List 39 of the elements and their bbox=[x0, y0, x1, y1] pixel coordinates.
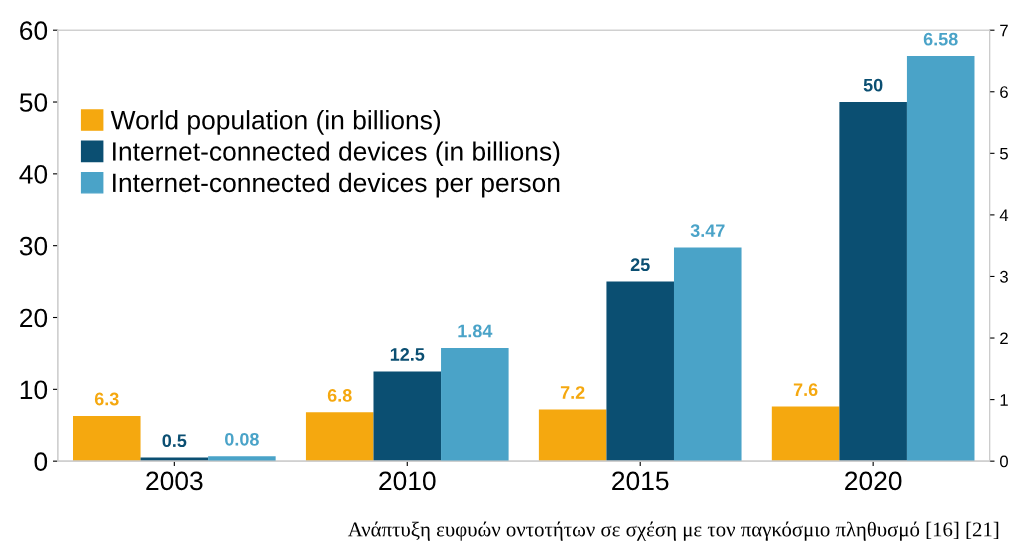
legend-label: World population (in billions) bbox=[110, 110, 441, 135]
y2-tick-label: 0 bbox=[1000, 455, 1008, 468]
data-label: 6.58 bbox=[923, 32, 958, 46]
y-tick-label: 30 bbox=[19, 236, 48, 256]
y-tick-label: 60 bbox=[20, 21, 48, 41]
x-tick-label: 2015 bbox=[612, 471, 669, 491]
data-label: 6.8 bbox=[327, 389, 352, 402]
bar bbox=[305, 412, 374, 462]
data-label: 6.3 bbox=[94, 392, 119, 406]
y2-tick-label: 4 bbox=[999, 209, 1009, 221]
data-label: 0.08 bbox=[225, 432, 259, 446]
data-label: 7.6 bbox=[793, 383, 818, 397]
data-label: 0.5 bbox=[162, 434, 187, 448]
text: Ανάπτυξη ευφυών οντοτήτων σε σχέση με τον παγκόσμιο πληθυσμό [16] [21] bbox=[347, 521, 999, 541]
bar bbox=[538, 409, 607, 462]
x-tick-label: 2003 bbox=[146, 471, 203, 491]
y2-tick-label: 5 bbox=[1000, 147, 1008, 160]
data-label: 50 bbox=[863, 78, 883, 92]
legend-label: Internet-connected devices (in billions) bbox=[113, 141, 560, 167]
data-label: 1.84 bbox=[458, 324, 493, 338]
y-tick-label: 20 bbox=[20, 308, 48, 328]
bar bbox=[771, 406, 840, 462]
data-label: 25 bbox=[630, 258, 650, 272]
y2-tick-label: 3 bbox=[999, 270, 1008, 283]
y2-tick-label: 1 bbox=[1000, 394, 1008, 406]
legend-label: Internet-connected devices per person bbox=[113, 172, 560, 198]
data-label: 7.2 bbox=[560, 386, 585, 399]
y2-tick-label: 2 bbox=[1000, 332, 1008, 345]
y-tick-label: 0 bbox=[34, 452, 48, 471]
x-tick-label: 2010 bbox=[379, 471, 436, 491]
y2-tick-label: 6 bbox=[1000, 86, 1008, 98]
data-label: 3.47 bbox=[690, 224, 725, 238]
bar bbox=[73, 415, 141, 462]
y2-tick-label: 7 bbox=[1000, 24, 1008, 37]
y-tick-label: 40 bbox=[19, 164, 48, 184]
y-tick-label: 10 bbox=[20, 380, 48, 400]
y-tick-label: 50 bbox=[19, 93, 48, 112]
x-tick-label: 2020 bbox=[845, 471, 902, 491]
data-label: 12.5 bbox=[390, 348, 425, 361]
